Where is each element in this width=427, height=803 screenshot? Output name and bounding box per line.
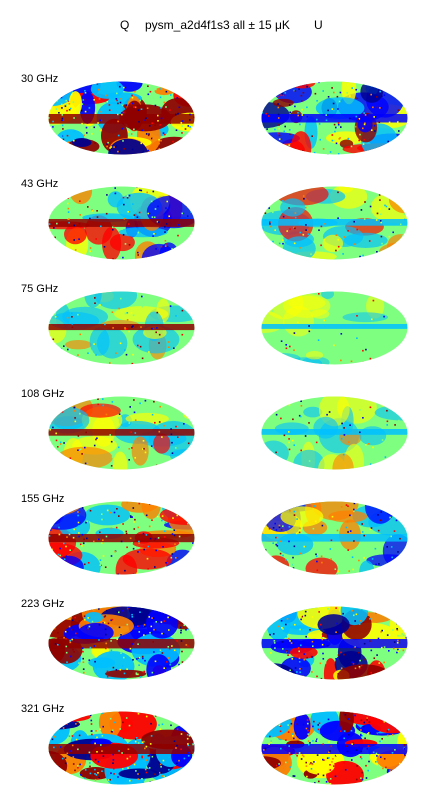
map-row: 108 GHz — [0, 388, 427, 488]
figure-title: Q pysm_a2d4f1s3 all ± 15 μK U — [0, 18, 427, 34]
u-map — [261, 81, 408, 155]
q-map — [48, 396, 195, 470]
u-map — [261, 186, 408, 260]
u-polarization-map — [261, 501, 408, 575]
u-map — [261, 606, 408, 680]
q-map — [48, 711, 195, 785]
map-row: 43 GHz — [0, 178, 427, 278]
q-map — [48, 186, 195, 260]
map-row: 223 GHz — [0, 598, 427, 698]
u-map — [261, 711, 408, 785]
q-polarization-map — [48, 186, 195, 260]
title-main: pysm_a2d4f1s3 all ± 15 μK — [145, 18, 290, 32]
title-q-label: Q — [120, 18, 129, 32]
u-polarization-map — [261, 81, 408, 155]
map-row: 155 GHz — [0, 493, 427, 593]
u-map — [261, 291, 408, 365]
q-map — [48, 606, 195, 680]
map-row: 321 GHz — [0, 703, 427, 803]
q-polarization-map — [48, 81, 195, 155]
q-polarization-map — [48, 396, 195, 470]
q-map — [48, 501, 195, 575]
q-polarization-map — [48, 711, 195, 785]
u-polarization-map — [261, 711, 408, 785]
u-map — [261, 396, 408, 470]
q-polarization-map — [48, 501, 195, 575]
q-polarization-map — [48, 291, 195, 365]
u-map — [261, 501, 408, 575]
u-polarization-map — [261, 291, 408, 365]
u-polarization-map — [261, 186, 408, 260]
u-polarization-map — [261, 396, 408, 470]
q-map — [48, 291, 195, 365]
u-polarization-map — [261, 606, 408, 680]
map-row: 75 GHz — [0, 283, 427, 383]
q-polarization-map — [48, 606, 195, 680]
q-map — [48, 81, 195, 155]
map-row: 30 GHz — [0, 73, 427, 173]
title-u-label: U — [314, 18, 323, 32]
